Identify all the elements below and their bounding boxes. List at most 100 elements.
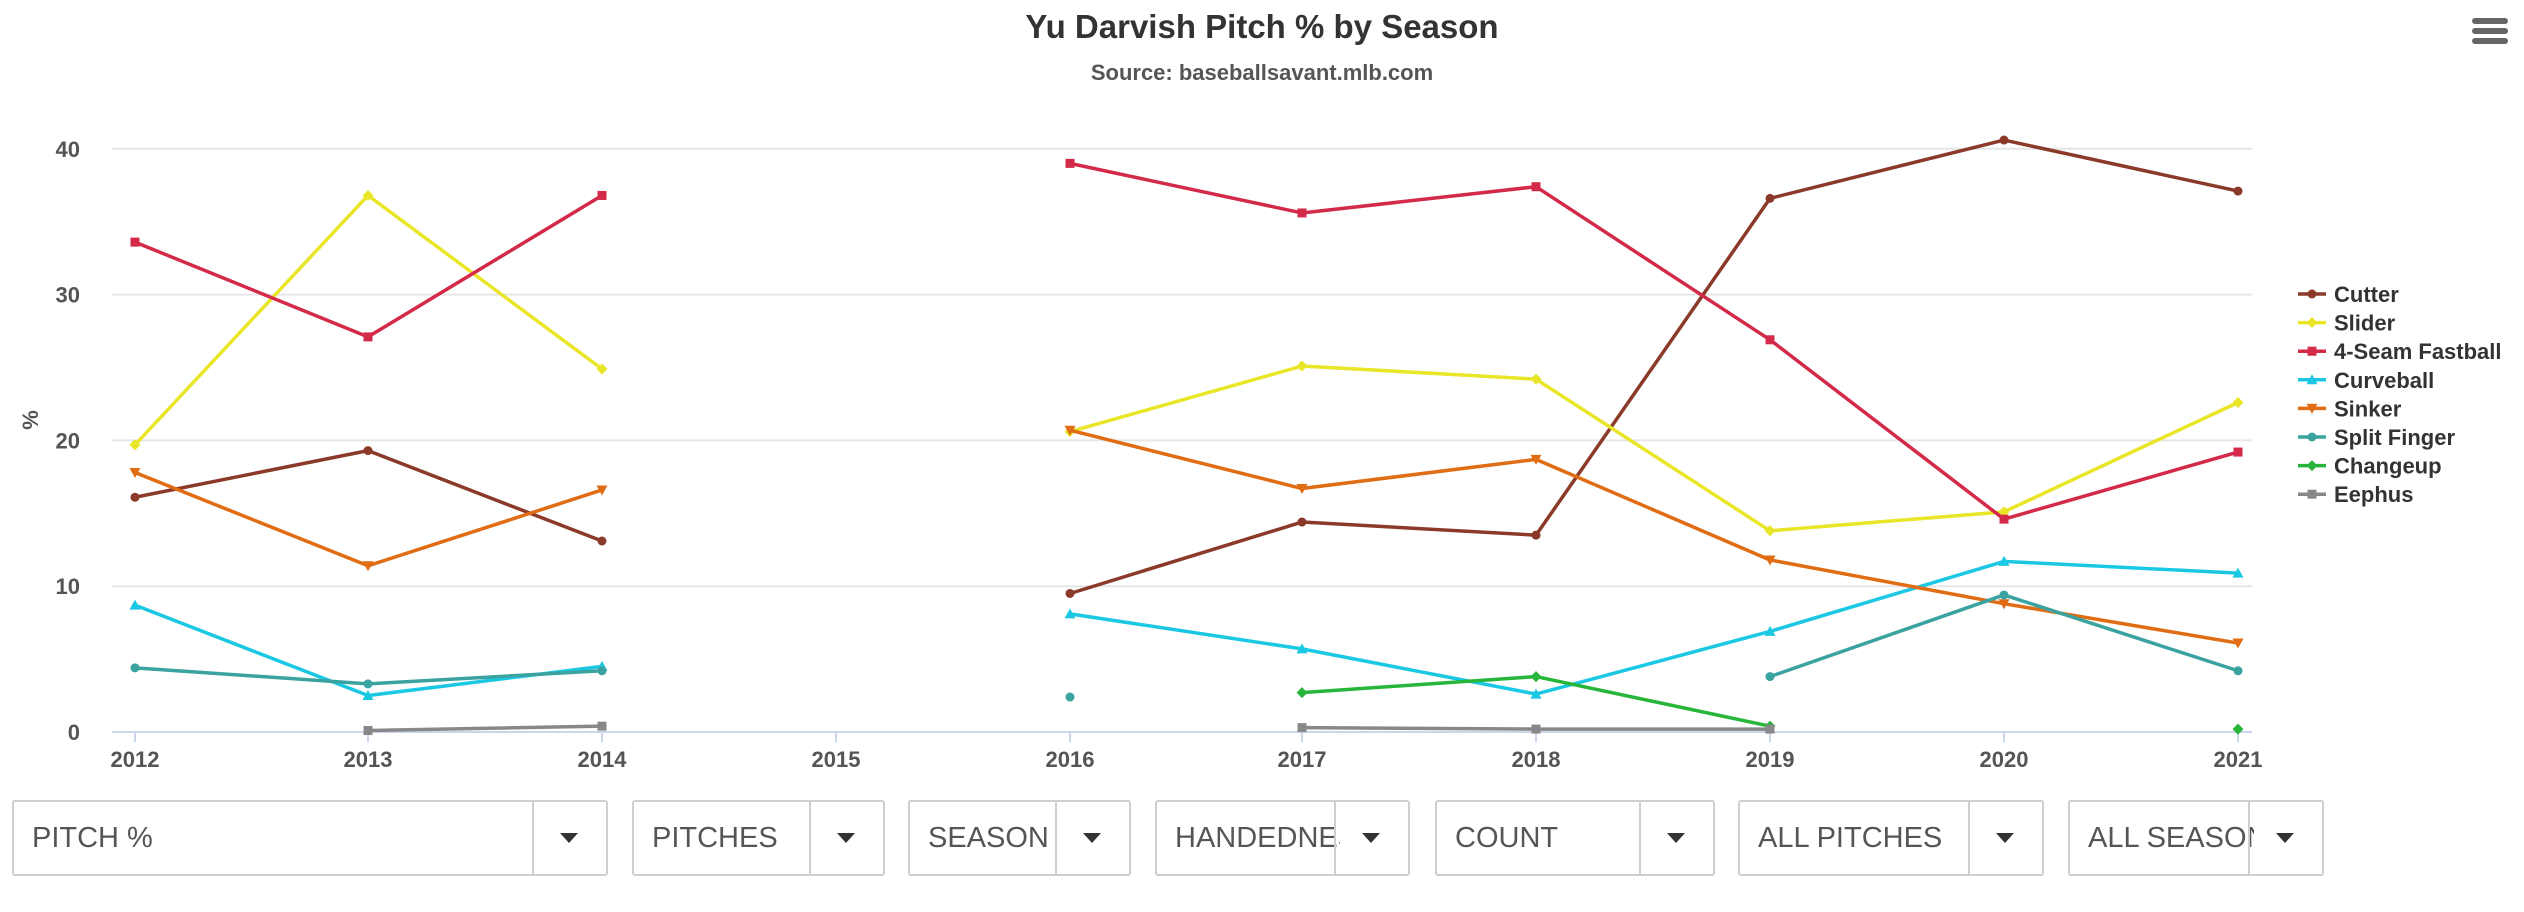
- chart-menu-button[interactable]: [2470, 14, 2510, 54]
- data-point-curveball: [2232, 567, 2244, 578]
- legend-item-eephus: Eephus: [2334, 482, 2413, 507]
- data-point-slider: [1296, 360, 1308, 372]
- data-point-slider: [1530, 373, 1542, 385]
- data-point-split-finger: [1765, 672, 1775, 682]
- legend-marker-slider: [2306, 317, 2318, 329]
- pitch-chart: Yu Darvish Pitch % by Season Source: base…: [18, 8, 2502, 772]
- all-seasons-dropdown[interactable]: ALL SEASONS: [2068, 800, 2324, 876]
- data-point-curveball: [1530, 688, 1542, 699]
- all-pitches-dropdown-label: ALL PITCHES: [1758, 822, 1943, 854]
- data-point-cutter: [363, 446, 373, 456]
- chevron-down-icon[interactable]: [2248, 802, 2322, 874]
- data-point-curveball: [1998, 555, 2010, 566]
- y-tick-label: 40: [56, 137, 80, 162]
- legend-marker-sinker: [2306, 403, 2318, 414]
- data-point-sinker: [362, 561, 374, 572]
- y-tick-label: 30: [56, 283, 80, 308]
- season-dropdown-label: SEASON: [928, 822, 1049, 854]
- data-point-split-finger: [1065, 692, 1075, 702]
- x-tick-label: 2017: [1278, 747, 1327, 772]
- data-point-curveball: [1296, 643, 1308, 654]
- y-tick-label: 0: [68, 720, 80, 745]
- data-point-curveball: [129, 599, 141, 610]
- data-point-changeup: [2232, 723, 2244, 735]
- chevron-down-icon[interactable]: [1968, 802, 2042, 874]
- chart-subtitle: Source: baseballsavant.mlb.com: [1091, 60, 1433, 85]
- series-line-cutter: [133, 448, 604, 543]
- series-line-slider: [1068, 364, 2240, 533]
- data-point-slider: [362, 189, 374, 201]
- data-point-4-seam-fastball: [1999, 514, 2009, 524]
- data-point-curveball: [1764, 625, 1776, 636]
- count-dropdown[interactable]: COUNT: [1435, 800, 1715, 876]
- legend-item-4-seam-fastball: 4-Seam Fastball: [2334, 339, 2502, 364]
- x-tick-label: 2012: [111, 747, 160, 772]
- series-line-4-seam-fastball: [1068, 161, 2240, 521]
- series-line-slider: [133, 193, 604, 447]
- data-point-cutter: [1765, 193, 1775, 203]
- data-point-changeup: [1296, 687, 1308, 699]
- legend-item-curveball: Curveball: [2334, 368, 2434, 393]
- data-point-split-finger: [363, 679, 373, 689]
- data-point-split-finger: [130, 663, 140, 673]
- x-tick-label: 2021: [2214, 747, 2263, 772]
- chevron-down-icon[interactable]: [532, 802, 606, 874]
- data-point-slider: [1764, 525, 1776, 537]
- season-dropdown[interactable]: SEASON: [908, 800, 1131, 876]
- data-point-slider: [2232, 396, 2244, 408]
- data-point-4-seam-fastball: [597, 190, 607, 200]
- legend-item-slider: Slider: [2334, 311, 2396, 336]
- chart-title: Yu Darvish Pitch % by Season: [1025, 8, 1498, 45]
- data-point-cutter: [1065, 588, 1075, 598]
- data-point-4-seam-fastball: [2233, 447, 2243, 457]
- data-point-eephus: [363, 726, 373, 736]
- x-tick-label: 2014: [578, 747, 628, 772]
- chevron-down-icon[interactable]: [1334, 802, 1408, 874]
- data-point-cutter: [1999, 135, 2009, 145]
- data-point-split-finger: [1999, 590, 2009, 600]
- data-point-cutter: [1297, 517, 1307, 527]
- legend-item-changeup: Changeup: [2334, 454, 2442, 479]
- legend-marker-curveball: [2306, 374, 2318, 385]
- data-point-sinker: [596, 485, 608, 496]
- handedness-dropdown-label: HANDEDNESS: [1175, 822, 1340, 854]
- chevron-down-icon[interactable]: [809, 802, 883, 874]
- x-tick-label: 2015: [812, 747, 861, 772]
- filter-controls: PITCH % PITCHES SEASON HANDEDNESS COUNT …: [0, 800, 2524, 880]
- data-point-4-seam-fastball: [1297, 208, 1307, 218]
- data-point-curveball: [1064, 608, 1076, 619]
- data-point-sinker: [1296, 484, 1308, 495]
- metric-dropdown[interactable]: PITCH %: [12, 800, 608, 876]
- x-tick-label: 2013: [344, 747, 393, 772]
- data-point-eephus: [1531, 724, 1541, 734]
- data-point-sinker: [129, 467, 141, 478]
- data-point-slider: [596, 363, 608, 375]
- x-tick-label: 2016: [1046, 747, 1095, 772]
- data-point-eephus: [1297, 723, 1307, 733]
- data-point-curveball: [362, 690, 374, 701]
- data-point-eephus: [597, 721, 607, 731]
- data-point-4-seam-fastball: [363, 332, 373, 342]
- x-tick-label: 2019: [1746, 747, 1795, 772]
- series-line-sinker: [1068, 428, 2240, 645]
- data-point-cutter: [1531, 530, 1541, 540]
- metric-dropdown-label: PITCH %: [32, 822, 153, 854]
- data-point-4-seam-fastball: [1065, 158, 1075, 168]
- series-line-sinker: [133, 470, 604, 568]
- all-pitches-dropdown[interactable]: ALL PITCHES: [1738, 800, 2044, 876]
- menu-bar-icon: [2472, 28, 2508, 34]
- chevron-down-icon[interactable]: [1639, 802, 1713, 874]
- data-point-4-seam-fastball: [130, 237, 140, 247]
- legend-marker-eephus: [2307, 489, 2317, 499]
- data-point-eephus: [1765, 724, 1775, 734]
- handedness-dropdown[interactable]: HANDEDNESS: [1155, 800, 1410, 876]
- legend-marker-cutter: [2307, 289, 2317, 299]
- x-tick-label: 2018: [1512, 747, 1561, 772]
- count-dropdown-label: COUNT: [1455, 822, 1559, 854]
- data-point-4-seam-fastball: [1765, 335, 1775, 345]
- legend-marker-split-finger: [2307, 432, 2317, 442]
- pitches-dropdown[interactable]: PITCHES: [632, 800, 885, 876]
- y-tick-label: 10: [56, 574, 80, 599]
- pitches-dropdown-label: PITCHES: [652, 822, 778, 854]
- chevron-down-icon[interactable]: [1055, 802, 1129, 874]
